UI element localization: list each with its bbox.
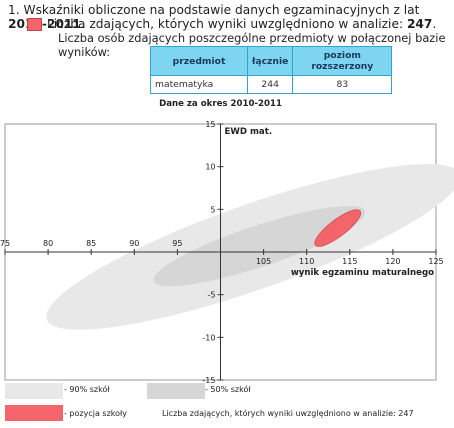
legend-swatch-school bbox=[5, 405, 63, 421]
table-cell-total: 244 bbox=[246, 75, 294, 94]
x-axis-label: wynik egzaminu maturalnego bbox=[291, 268, 434, 278]
legend-note: Liczba zdających, których wyniki uwzględ… bbox=[162, 409, 414, 418]
x-tick-label-110: 110 bbox=[299, 257, 314, 266]
school-swatch-icon bbox=[27, 17, 42, 31]
y-tick-label-5: 5 bbox=[210, 205, 215, 214]
x-tick-label-125: 125 bbox=[428, 257, 443, 266]
legend-label-50: - 50% szkół bbox=[205, 385, 251, 394]
table-cell-extended: 83 bbox=[292, 75, 393, 94]
count-value: 247 bbox=[406, 17, 433, 31]
x-tick-label-95: 95 bbox=[172, 239, 182, 248]
header-line-2: Liczba zdających, których wyniki uwzględ… bbox=[27, 17, 436, 31]
x-tick-label-85: 85 bbox=[86, 239, 96, 248]
x-tick-label-120: 120 bbox=[385, 257, 400, 266]
table-header-total: łącznie bbox=[246, 46, 294, 76]
subjects-table: przedmiot łącznie poziom rozszerzony mat… bbox=[150, 46, 393, 94]
header-line-1: 1. Wskaźniki obliczone na podstawie dany… bbox=[8, 3, 420, 31]
legend-swatch-50 bbox=[147, 383, 205, 399]
x-tick-label-105: 105 bbox=[256, 257, 271, 266]
table-header-extended: poziom rozszerzony bbox=[292, 46, 393, 76]
x-tick-label-90: 90 bbox=[129, 239, 139, 248]
table-header-row: przedmiot łącznie poziom rozszerzony bbox=[150, 46, 393, 76]
y-tick-label--15: -15 bbox=[202, 376, 215, 385]
legend-label-90: - 90% szkół bbox=[64, 385, 110, 394]
years-text: 2010-2011 bbox=[8, 17, 81, 31]
x-tick-label-75: 75 bbox=[0, 239, 10, 248]
subjects-label: Liczba osób zdających poszczególne przed… bbox=[58, 31, 446, 59]
legend-swatch-90 bbox=[5, 383, 63, 399]
intro-text: Wskaźniki obliczone na podstawie danych … bbox=[23, 3, 420, 17]
y-tick-label-10: 10 bbox=[205, 163, 215, 172]
x-tick-label-115: 115 bbox=[342, 257, 357, 266]
school-position bbox=[314, 209, 362, 247]
region-50-percent bbox=[153, 205, 366, 287]
chart-title: Dane za okres 2010-2011 bbox=[159, 99, 282, 109]
table-row: matematyka 244 83 bbox=[150, 75, 393, 94]
y-axis-label: EWD mat. bbox=[225, 127, 273, 137]
y-tick-label--5: -5 bbox=[208, 291, 216, 300]
legend-label-school: - pozycja szkoły bbox=[64, 409, 128, 418]
y-tick-label--10: -10 bbox=[202, 333, 215, 342]
x-tick-label-80: 80 bbox=[43, 239, 53, 248]
y-tick-label-15: 15 bbox=[205, 120, 215, 129]
item-number: 1. bbox=[8, 3, 20, 17]
count-label: Liczba zdających, których wyniki uwzględ… bbox=[47, 17, 404, 31]
